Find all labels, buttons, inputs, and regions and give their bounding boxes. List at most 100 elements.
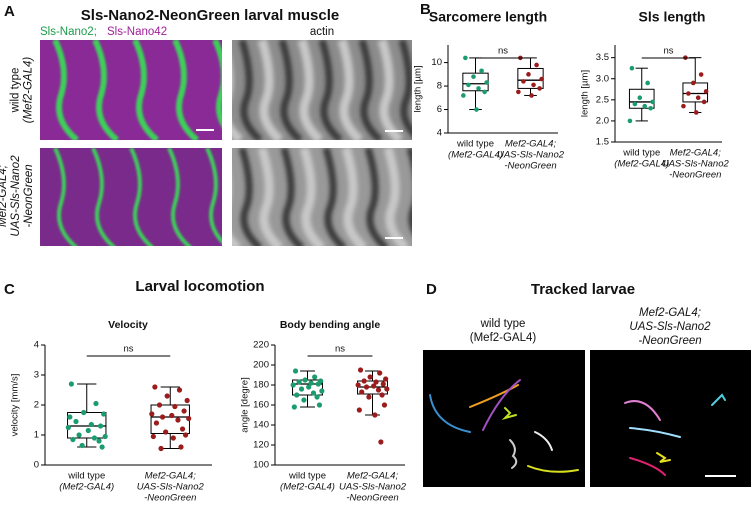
data-point [296, 379, 302, 385]
x-tick-label: wild type [622, 148, 660, 159]
actin-band [472, 148, 490, 248]
chart-title: Velocity [108, 319, 148, 331]
channel-label: actin [310, 26, 334, 38]
data-point [695, 95, 701, 101]
data-point [310, 390, 317, 396]
data-point [484, 80, 489, 85]
actin-band [297, 40, 324, 140]
data-point [531, 82, 536, 88]
row-label: UAS-Sls-Nano2 [10, 155, 22, 237]
y-tick-label: 2 [34, 400, 39, 411]
x-tick-label: (Mef2-GAL4) [448, 150, 503, 161]
chart-title: Body bending angle [280, 319, 380, 331]
track [629, 427, 681, 438]
data-point [367, 374, 373, 380]
data-point [170, 435, 176, 441]
panel-letter: C [4, 281, 15, 298]
tracks [429, 379, 726, 476]
muscle-stripe [52, 40, 79, 140]
significance-label: ns [123, 344, 133, 355]
panel-title: Larval locomotion [135, 278, 264, 295]
fluorescence-image [40, 148, 222, 246]
box [628, 88, 655, 109]
data-point [482, 89, 487, 95]
y-axis-label: length [µm] [580, 70, 591, 117]
muscle-stripe [212, 40, 222, 128]
x-tick-label: -NeonGreen [144, 493, 196, 504]
significance-label: ns [663, 46, 673, 57]
muscle-stripe [172, 40, 199, 140]
data-point [149, 411, 155, 417]
group-label: wild type [480, 318, 526, 330]
y-tick-label: 100 [253, 460, 269, 471]
data-point [379, 392, 385, 398]
actin-band [322, 148, 347, 246]
group-label: UAS-Sls-Nano2 [629, 321, 711, 333]
actin-band [377, 40, 404, 140]
y-tick-label: 3.5 [596, 52, 609, 63]
data-point [357, 367, 364, 373]
track [509, 439, 518, 469]
data-point [91, 435, 98, 441]
track [501, 407, 517, 420]
data-point [102, 433, 108, 440]
actin-band [406, 148, 412, 234]
actin-band [238, 40, 263, 140]
data-point [377, 370, 383, 376]
x-tick-label: -NeonGreen [504, 161, 556, 172]
bands [232, 40, 412, 140]
muscle-stripe [92, 40, 119, 140]
y-tick-label: 220 [253, 340, 269, 351]
data-point [363, 384, 370, 390]
row-label: (Mef2-GAL4) [23, 57, 35, 124]
data-point [645, 80, 650, 86]
box [517, 67, 544, 89]
row-label: wild type [10, 68, 22, 114]
y-tick-label: 4 [437, 128, 442, 139]
x-tick-label: Mef2-GAL4; [670, 148, 722, 159]
data-point [291, 404, 297, 410]
actin-band [299, 148, 326, 246]
data-point [176, 387, 183, 393]
data-point [361, 378, 367, 384]
panel-letter: B [420, 1, 431, 18]
data-point [306, 384, 312, 390]
x-tick-label: wild type [288, 471, 326, 482]
data-point [93, 400, 99, 407]
bands [232, 148, 490, 248]
group-label: (Mef2-GAL4) [470, 332, 537, 344]
data-point [384, 386, 390, 392]
data-point [159, 414, 166, 420]
actin-band [318, 40, 343, 140]
actin-band [452, 148, 470, 248]
actin-band [257, 148, 284, 246]
y-axis-label: velocity [mm/s] [10, 374, 21, 437]
data-point [698, 72, 704, 77]
data-point [534, 62, 539, 68]
y-tick-label: 6 [437, 104, 442, 115]
data-point [150, 433, 156, 440]
y-tick-label: 4 [34, 340, 39, 351]
x-tick-label: wild type [67, 471, 105, 482]
stripes [52, 40, 222, 140]
panel-title: Sls-Nano2-NeonGreen larval muscle [81, 7, 339, 24]
x-tick-label: (Mef2-GAL4) [614, 159, 669, 170]
data-point [355, 382, 361, 388]
x-tick-label: Mef2-GAL4; [347, 471, 399, 482]
data-point [175, 417, 181, 423]
y-tick-label: 160 [253, 400, 269, 411]
track [624, 400, 661, 421]
data-point [375, 387, 382, 393]
tracking-image [590, 350, 751, 487]
data-point [153, 420, 160, 426]
track [629, 457, 666, 476]
y-tick-label: 3 [34, 370, 39, 381]
channel-label: Sls-Nano42 [107, 26, 167, 38]
data-point [294, 392, 300, 398]
row-label: -NeonGreen [23, 164, 35, 227]
data-point [319, 388, 325, 394]
data-point [627, 118, 633, 124]
data-point [76, 432, 82, 438]
significance-label: ns [498, 46, 508, 57]
